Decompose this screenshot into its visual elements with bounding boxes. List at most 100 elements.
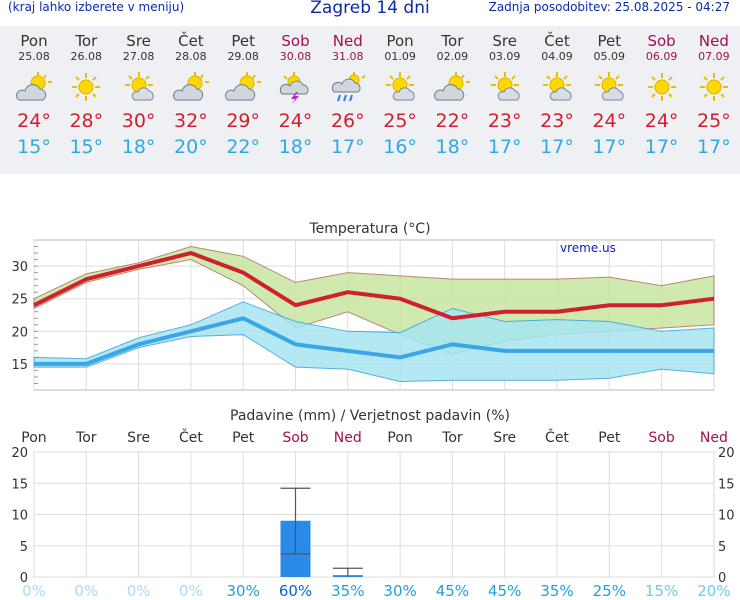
y-tick-label-left: 5 xyxy=(20,540,28,555)
min-temperature: 15° xyxy=(17,136,51,158)
max-temperature: 26° xyxy=(330,110,365,132)
day-column: Pet 29.08 29° 22° xyxy=(217,26,269,160)
day-name: Čet xyxy=(178,32,204,50)
day-date: 04.09 xyxy=(541,50,573,63)
y-tick-label: 15 xyxy=(11,358,28,373)
max-temperature: 22° xyxy=(435,110,470,132)
precipitation-probability: 0% xyxy=(22,582,46,600)
min-temperature-range-band xyxy=(33,301,715,383)
day-date: 29.08 xyxy=(227,50,259,63)
y-tick-label-left: 10 xyxy=(11,509,28,524)
sun-small-cloud-icon xyxy=(589,70,629,104)
day-name: Sob xyxy=(647,32,676,50)
min-temperature: 17° xyxy=(644,136,679,158)
day-date: 07.09 xyxy=(698,50,730,63)
max-temperature: 24° xyxy=(592,110,627,132)
day-date: 31.08 xyxy=(332,50,364,63)
sun-small-cloud-icon xyxy=(485,70,525,104)
day-name: Pet xyxy=(597,32,622,50)
day-column: Sob 06.09 24° 17° xyxy=(636,26,688,160)
sun-icon xyxy=(642,70,682,104)
max-temperature: 23° xyxy=(540,110,574,132)
precip-day-label: Čet xyxy=(179,428,203,446)
y-tick-label: 25 xyxy=(11,293,28,308)
day-date: 26.08 xyxy=(70,50,103,63)
min-temperature: 22° xyxy=(226,136,261,158)
day-date: 27.08 xyxy=(122,50,155,63)
day-column: Tor 26.08 28° 15° xyxy=(60,26,112,160)
max-temperature-line xyxy=(33,251,716,321)
day-name: Sob xyxy=(281,32,310,50)
precip-day-label: Tor xyxy=(75,430,97,446)
day-name: Ned xyxy=(332,32,363,50)
max-temperature: 28° xyxy=(69,110,104,132)
y-tick-label-left: 20 xyxy=(11,446,28,461)
precip-day-label: Sre xyxy=(493,430,516,446)
max-temperature: 23° xyxy=(487,110,522,132)
sun-small-cloud-icon xyxy=(537,70,577,104)
day-column: Pet 05.09 24° 17° xyxy=(583,26,635,160)
min-temperature: 15° xyxy=(69,136,104,158)
thunderstorm-icon xyxy=(276,70,316,104)
y-tick-label-left: 15 xyxy=(11,477,28,492)
min-temperature: 17° xyxy=(540,136,574,158)
y-tick-label: 20 xyxy=(11,325,28,340)
y-tick-label-right: 10 xyxy=(718,509,735,524)
max-temperature: 29° xyxy=(226,110,261,132)
max-temperature: 25° xyxy=(697,110,731,132)
precip-day-label: Sob xyxy=(648,430,674,446)
precipitation-probability: 0% xyxy=(74,582,98,600)
forecast-charts: Temperatura (°C) 15 20 25 30 vreme.us Padavine… xyxy=(11,221,735,600)
precipitation-probability: 30% xyxy=(227,582,260,600)
forecast-strip: Pon 25.08 24° 15° Tor 26.08 28° 15° Sre 27.08 30° 1… xyxy=(0,26,740,174)
min-temperature-line xyxy=(34,316,716,366)
precip-day-label: Ned xyxy=(334,430,362,446)
page-title: Zagreb 14 dni xyxy=(310,0,430,18)
precip-day-label: Pon xyxy=(387,430,412,446)
sun-icon xyxy=(66,70,106,104)
day-name: Čet xyxy=(544,32,570,50)
precip-day-label: Pon xyxy=(21,430,46,446)
day-column: Sob 30.08 24° 18° xyxy=(270,26,322,160)
min-temperature: 17° xyxy=(697,136,731,158)
precipitation-probability: 60% xyxy=(279,582,312,600)
sun-cloud-icon xyxy=(14,70,54,104)
day-date: 28.08 xyxy=(175,50,207,63)
precipitation-probability: 25% xyxy=(593,582,626,600)
day-column: Pon 01.09 25° 16° xyxy=(374,26,426,160)
day-date: 02.09 xyxy=(436,50,469,63)
precipitation-probability: 45% xyxy=(436,582,469,600)
day-column: Ned 07.09 25° 17° xyxy=(688,26,740,160)
day-date: 06.09 xyxy=(645,50,678,63)
sun-cloud-icon xyxy=(223,70,263,104)
sun-cloud-icon xyxy=(171,70,211,104)
day-name: Sre xyxy=(126,32,151,50)
precip-day-label: Sre xyxy=(127,430,150,446)
header: (kraj lahko izberete v meniju) Zagreb 14… xyxy=(0,0,740,20)
precipitation-probability: 0% xyxy=(127,582,151,600)
precipitation-probability: 15% xyxy=(645,582,678,600)
min-temperature: 18° xyxy=(121,136,156,158)
day-date: 03.09 xyxy=(488,50,521,63)
min-temperature: 18° xyxy=(278,136,313,158)
sun-icon xyxy=(694,70,734,104)
precipitation-chart-title: Padavine (mm) / Verjetnost padavin (%) xyxy=(230,408,510,424)
max-temperature: 24° xyxy=(278,110,313,132)
day-date: 25.08 xyxy=(18,50,50,63)
precip-day-label: Sob xyxy=(282,430,308,446)
day-date: 05.09 xyxy=(593,50,626,63)
day-date: 30.08 xyxy=(279,50,312,63)
y-tick-label-right: 15 xyxy=(718,477,735,492)
precipitation-probability: 45% xyxy=(488,582,521,600)
day-name: Tor xyxy=(75,32,98,50)
sun-small-cloud-icon xyxy=(380,70,420,104)
max-temperature: 30° xyxy=(121,110,156,132)
location-hint[interactable]: (kraj lahko izberete v meniju) xyxy=(8,0,185,14)
y-tick-label-right: 5 xyxy=(718,540,726,555)
day-column: Tor 02.09 22° 18° xyxy=(426,26,478,160)
precipitation-probability: 35% xyxy=(331,582,364,600)
day-name: Pon xyxy=(386,32,414,50)
day-column: Čet 28.08 32° 20° xyxy=(165,26,217,160)
day-date: 01.09 xyxy=(384,50,416,63)
watermark: vreme.us xyxy=(560,241,616,255)
